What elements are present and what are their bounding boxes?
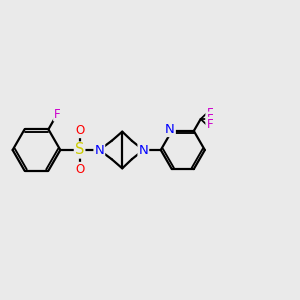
Text: S: S [75, 142, 84, 158]
Text: F: F [206, 107, 213, 120]
Text: F: F [54, 108, 61, 121]
Text: F: F [206, 118, 213, 131]
Text: N: N [139, 143, 148, 157]
Text: N: N [165, 123, 175, 136]
Text: O: O [75, 124, 84, 137]
Text: F: F [206, 112, 213, 125]
Text: N: N [94, 143, 104, 157]
Text: O: O [75, 163, 84, 176]
